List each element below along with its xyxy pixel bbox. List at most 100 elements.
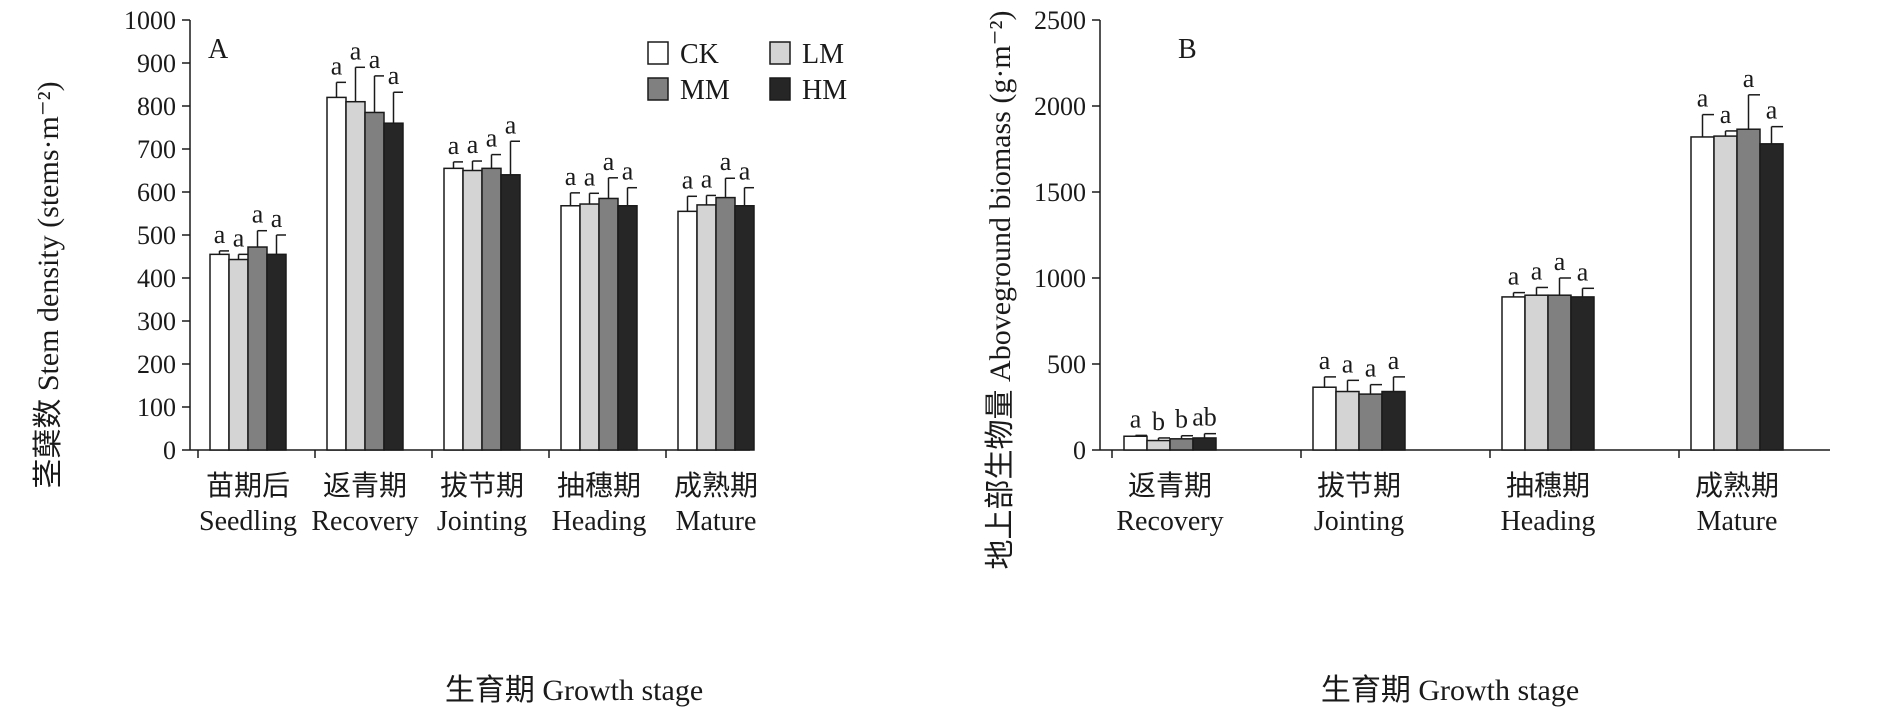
bar — [266, 253, 287, 451]
significance-label: a — [233, 223, 245, 252]
y-tick-label: 1000 — [1034, 264, 1086, 293]
bar — [247, 246, 268, 451]
legend-label-hm: HM — [802, 75, 847, 106]
x-tick-label-cn: 拔节期 — [1317, 470, 1401, 502]
y-tick-label: 300 — [137, 307, 176, 336]
x-tick-label-cn: 成熟期 — [674, 470, 758, 502]
significance-label: a — [622, 157, 634, 186]
y-axis-label-a: 茎蘖数 Stem density (stems·m⁻²) — [32, 81, 65, 488]
x-tick-label-cn: 成熟期 — [1695, 470, 1779, 502]
legend-swatch-hm — [769, 77, 791, 101]
y-tick-label: 0 — [1073, 436, 1086, 465]
bar — [715, 196, 736, 451]
significance-label: a — [331, 51, 343, 80]
bar — [579, 203, 600, 451]
bar — [1192, 437, 1217, 451]
x-axis-label-a: 生育期 Growth stage — [445, 674, 703, 707]
bar — [617, 205, 638, 451]
bar — [598, 197, 619, 451]
significance-label: a — [1342, 349, 1354, 378]
bar — [1759, 143, 1784, 451]
bar — [1547, 294, 1572, 451]
x-axis-label-b: 生育期 Growth stage — [1321, 674, 1579, 707]
panel-label-a: A — [208, 34, 229, 65]
x-tick-label-en: Mature — [676, 506, 757, 537]
bar — [1358, 393, 1383, 451]
significance-label: a — [350, 36, 362, 65]
y-tick-label: 2000 — [1034, 92, 1086, 121]
significance-label: a — [1554, 247, 1566, 276]
y-tick-label: 500 — [137, 221, 176, 250]
bar — [209, 253, 230, 451]
y-tick-label: 0 — [163, 436, 176, 465]
significance-label: a — [271, 204, 283, 233]
bar — [1169, 438, 1194, 451]
significance-label: a — [1319, 346, 1331, 375]
y-tick-label: 500 — [1047, 350, 1086, 379]
x-tick-label-en: Mature — [1697, 506, 1778, 537]
legend-swatch-lm — [769, 41, 791, 65]
significance-label: a — [739, 157, 751, 186]
bar — [1146, 439, 1171, 451]
x-tick-label-cn: 抽穗期 — [557, 470, 641, 502]
bar — [1713, 135, 1738, 451]
x-tick-label-en: Recovery — [1116, 506, 1223, 537]
x-tick-label-cn: 返青期 — [323, 470, 407, 502]
legend-swatch-ck — [647, 41, 669, 65]
y-tick-label: 900 — [137, 49, 176, 78]
bar — [481, 167, 502, 451]
bar — [1312, 386, 1337, 451]
legend-swatch-mm — [647, 77, 669, 101]
bar — [462, 169, 483, 451]
y-tick-label: 100 — [137, 393, 176, 422]
legend-label-mm: MM — [680, 75, 730, 106]
significance-label: a — [369, 45, 381, 74]
y-tick-label: 800 — [137, 92, 176, 121]
x-tick-label-en: Seedling — [199, 506, 297, 537]
significance-label: a — [720, 147, 732, 176]
chart-panel-b: B 生育期 Growth stage 地上部生物量 Aboveground bi… — [984, 6, 1830, 707]
y-tick-label: 1000 — [124, 6, 176, 35]
bar — [1501, 296, 1526, 451]
significance-label: a — [1508, 262, 1520, 291]
y-tick-label: 200 — [137, 350, 176, 379]
bar — [228, 258, 249, 451]
significance-label: a — [1388, 346, 1400, 375]
significance-label: a — [467, 130, 479, 159]
y-tick-label: 400 — [137, 264, 176, 293]
bar — [560, 205, 581, 451]
significance-label: a — [1365, 354, 1377, 383]
significance-label: a — [584, 162, 596, 191]
x-tick-label-cn: 返青期 — [1128, 470, 1212, 502]
legend-label-ck: CK — [680, 39, 719, 70]
significance-label: b — [1152, 407, 1165, 436]
bar — [1570, 296, 1595, 451]
significance-label: a — [505, 110, 517, 139]
significance-label: a — [1766, 96, 1778, 125]
bar — [443, 167, 464, 451]
significance-label: a — [1531, 256, 1543, 285]
y-tick-label: 600 — [137, 178, 176, 207]
significance-label: a — [1577, 257, 1589, 286]
significance-label: a — [486, 124, 498, 153]
x-tick-label-cn: 苗期后 — [206, 470, 290, 502]
bar — [1736, 128, 1761, 451]
x-tick-label-en: Heading — [552, 506, 647, 537]
panel-label-b: B — [1178, 34, 1197, 65]
significance-label: a — [1697, 84, 1709, 113]
x-tick-label-en: Jointing — [1314, 506, 1404, 537]
significance-label: a — [448, 131, 460, 160]
significance-label: a — [1130, 404, 1142, 433]
significance-label: a — [1743, 64, 1755, 93]
bar — [500, 174, 521, 451]
x-tick-label-cn: 抽穗期 — [1506, 470, 1590, 502]
bar — [383, 122, 404, 451]
x-tick-label-en: Heading — [1501, 506, 1596, 537]
y-tick-label: 1500 — [1034, 178, 1086, 207]
bar — [734, 205, 755, 451]
legend: CK LM MM HM — [647, 39, 847, 106]
x-tick-label-en: Recovery — [311, 506, 418, 537]
significance-label: a — [603, 147, 615, 176]
bar — [1690, 136, 1715, 451]
